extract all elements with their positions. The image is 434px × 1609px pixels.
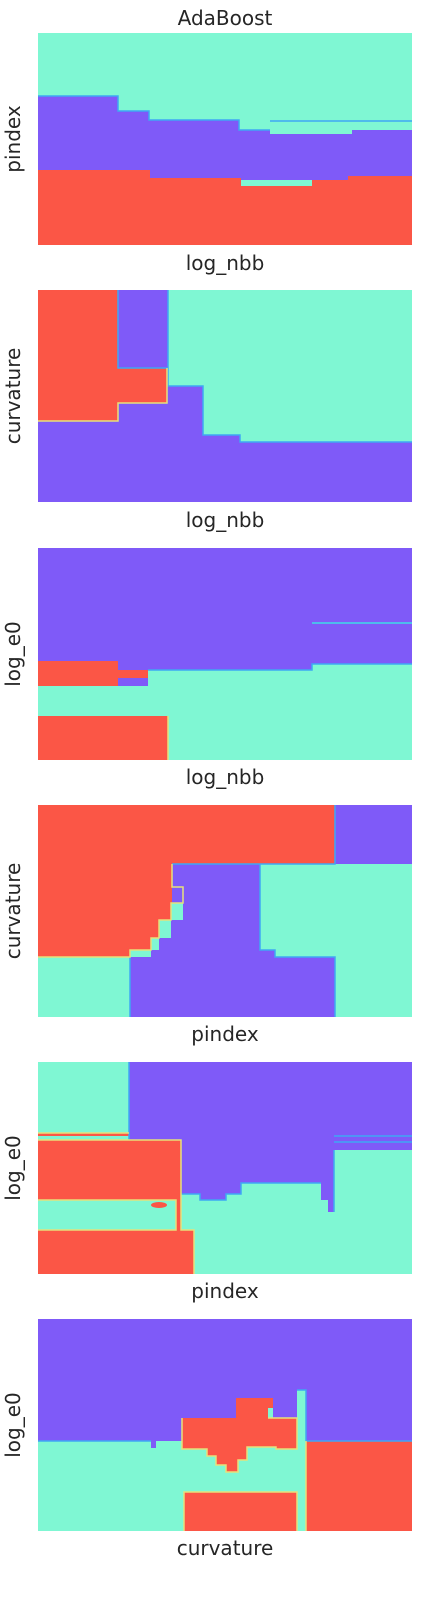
region-red-blob xyxy=(151,1202,167,1208)
region-middle xyxy=(38,96,412,183)
region-bottom xyxy=(38,170,412,245)
region-purple-stripe xyxy=(334,1136,412,1142)
decision-panel-5 xyxy=(38,1062,412,1274)
region-red-column xyxy=(176,1200,181,1230)
boundary-line xyxy=(129,805,336,1017)
y-axis-label-2: curvature xyxy=(1,347,25,445)
x-axis-label-6: curvature xyxy=(176,1536,274,1560)
boundary-line-yellow xyxy=(38,1132,195,1274)
region-red-stub xyxy=(226,1465,238,1472)
decision-panel-4 xyxy=(38,805,412,1017)
y-axis-label-6: log_e0 xyxy=(1,1392,25,1458)
x-axis-label-4: pindex xyxy=(191,1022,259,1046)
decision-panel-2 xyxy=(38,290,412,502)
y-axis-label-5: log_e0 xyxy=(1,1135,25,1201)
x-axis-label-1: log_nbb xyxy=(185,251,265,275)
x-axis-label-2: log_nbb xyxy=(185,508,265,532)
boundary-line xyxy=(117,290,412,443)
region-red xyxy=(38,805,335,957)
decision-map-6 xyxy=(38,1319,412,1531)
decision-panel-6 xyxy=(38,1319,412,1531)
region-middle-notch xyxy=(270,121,412,125)
region-purple-right xyxy=(335,805,412,864)
region-red-lower xyxy=(38,1230,194,1274)
boundary-line xyxy=(128,1062,412,1212)
boundary-line xyxy=(148,622,412,671)
region-red-cluster xyxy=(182,1398,297,1472)
region-red xyxy=(38,290,167,421)
boundary-line-yellow xyxy=(38,368,168,422)
decision-map-5 xyxy=(38,1062,412,1274)
y-axis-label-4: curvature xyxy=(1,862,25,960)
y-axis-label-1: pindex xyxy=(1,105,25,173)
x-axis-label-3: log_nbb xyxy=(185,765,265,789)
decision-panel-3 xyxy=(38,548,412,760)
region-red-lower xyxy=(38,716,168,760)
region-mint xyxy=(168,290,412,442)
decision-map-3 xyxy=(38,548,412,760)
region-red-upper xyxy=(38,1140,181,1200)
boundary-line-yellow xyxy=(181,1417,307,1531)
y-axis-label-3: log_e0 xyxy=(1,621,25,687)
decision-map-1 xyxy=(38,33,412,245)
region-sliver xyxy=(241,180,312,186)
decision-map-2 xyxy=(38,290,412,502)
boundary-line xyxy=(38,1389,412,1442)
decision-map-4 xyxy=(38,805,412,1017)
region-red-right xyxy=(306,1441,412,1531)
decision-panel-1 xyxy=(38,33,412,245)
x-axis-label-5: pindex xyxy=(191,1279,259,1303)
figure-title: AdaBoost xyxy=(177,6,273,30)
boundary-line-yellow xyxy=(38,864,184,958)
region-red-upper xyxy=(38,661,148,686)
region-red-bottom xyxy=(184,1492,297,1531)
region-purple xyxy=(129,1062,412,1212)
boundary-line xyxy=(38,95,412,131)
